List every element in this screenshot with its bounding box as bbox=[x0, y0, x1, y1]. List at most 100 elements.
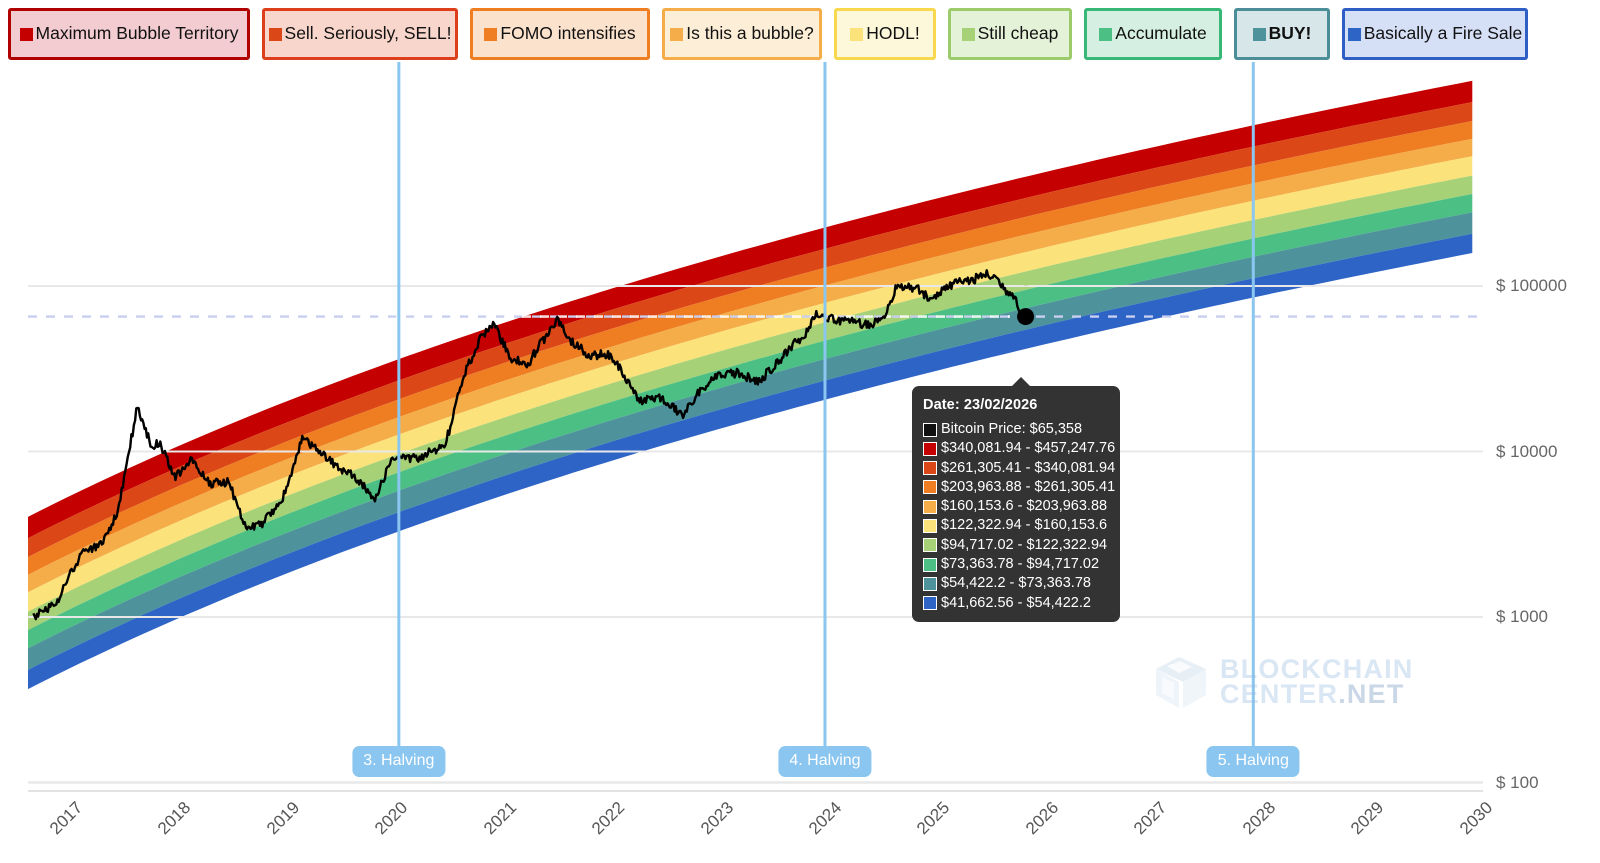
legend-swatch-icon bbox=[670, 27, 684, 41]
x-axis-label-2019: 2019 bbox=[262, 798, 304, 839]
x-axis-label-2028: 2028 bbox=[1238, 798, 1280, 839]
legend-item-7[interactable]: BUY! bbox=[1234, 8, 1330, 60]
x-axis-label-2018: 2018 bbox=[154, 798, 195, 839]
tooltip-row-label: $122,322.94 - $160,153.6 bbox=[941, 517, 1108, 534]
rainbow-band-8 bbox=[28, 233, 1473, 690]
legend-swatch-icon bbox=[1252, 27, 1266, 41]
legend-item-1[interactable]: Sell. Seriously, SELL! bbox=[262, 8, 458, 60]
tooltip-row-label: $73,363.78 - $94,717.02 bbox=[941, 555, 1100, 572]
legend-item-6[interactable]: Accumulate bbox=[1084, 8, 1222, 60]
rainbow-bands-svg bbox=[28, 62, 1483, 784]
hover-point-band-8 bbox=[1020, 333, 1032, 345]
legend-item-label: BUY! bbox=[1268, 23, 1312, 44]
legend-item-label: FOMO intensifies bbox=[500, 23, 636, 44]
tooltip-row: $122,322.94 - $160,153.6 bbox=[923, 516, 1110, 535]
tooltip-row: $160,153.6 - $203,963.88 bbox=[923, 497, 1110, 516]
rainbow-band-4 bbox=[28, 156, 1473, 612]
rainbow-band-2 bbox=[28, 121, 1473, 575]
legend-item-label: Accumulate bbox=[1115, 23, 1207, 44]
x-axis-label-2020: 2020 bbox=[371, 798, 412, 839]
x-axis-label-2024: 2024 bbox=[805, 798, 846, 839]
rainbow-band-1 bbox=[28, 102, 1473, 558]
tooltip-swatch-icon bbox=[923, 538, 937, 553]
x-axis-label-2030: 2030 bbox=[1455, 798, 1496, 839]
legend-swatch-icon bbox=[850, 27, 864, 41]
chart-plot-area[interactable] bbox=[0, 62, 1600, 792]
x-axis-label-2027: 2027 bbox=[1130, 798, 1171, 839]
x-axis-label-2021: 2021 bbox=[479, 798, 520, 839]
y-axis-label-3: $ 100 bbox=[1496, 772, 1539, 792]
rainbow-band-0 bbox=[28, 80, 1473, 539]
tooltip-row-label: $261,305.41 - $340,081.94 bbox=[941, 459, 1116, 476]
legend-item-label: HODL! bbox=[866, 23, 920, 44]
bitcoin-price-line bbox=[32, 269, 1027, 621]
tooltip-swatch-icon bbox=[923, 441, 937, 456]
tooltip-row-label: $54,422.2 - $73,363.78 bbox=[941, 575, 1091, 592]
y-axis-label-0: $ 100000 bbox=[1496, 276, 1567, 295]
tooltip-swatch-icon bbox=[923, 576, 937, 591]
tooltip-row: $261,305.41 - $340,081.94 bbox=[923, 459, 1115, 478]
rainbow-band-3 bbox=[28, 138, 1473, 593]
legend-item-4[interactable]: HODL! bbox=[834, 8, 936, 60]
y-axis-label-1: $ 10000 bbox=[1496, 441, 1558, 461]
x-axis-label-2023: 2023 bbox=[696, 798, 737, 839]
hover-point-band-3 bbox=[1020, 237, 1032, 249]
tooltip-swatch-icon bbox=[923, 519, 937, 534]
x-axis-label-2025: 2025 bbox=[913, 798, 954, 839]
rainbow-band-7 bbox=[28, 212, 1473, 670]
legend-item-label: Sell. Seriously, SELL! bbox=[284, 23, 452, 44]
legend-item-label: Maximum Bubble Territory bbox=[35, 23, 239, 44]
tooltip-date: Date: 23/02/2026 bbox=[923, 397, 1038, 413]
tooltip-row-label: Bitcoin Price: $65,358 bbox=[941, 421, 1083, 437]
hover-point-band-4 bbox=[1020, 255, 1032, 267]
legend-swatch-icon bbox=[961, 27, 975, 41]
legend-swatch-icon bbox=[19, 27, 33, 41]
legend-item-8[interactable]: Basically a Fire Sale bbox=[1342, 8, 1528, 60]
legend-swatch-icon bbox=[1347, 27, 1361, 41]
tooltip-swatch-icon bbox=[923, 422, 937, 437]
tooltip-row: $203,963.88 - $261,305.41 bbox=[923, 478, 1115, 497]
tooltip-row: $41,662.56 - $54,422.2 bbox=[923, 594, 1110, 613]
hover-point-price bbox=[1017, 308, 1035, 326]
tooltip-swatch-icon bbox=[923, 480, 937, 495]
legend-swatch-icon bbox=[484, 27, 498, 41]
legend-item-0[interactable]: Maximum Bubble Territory bbox=[8, 8, 250, 60]
legend-item-label: Still cheap bbox=[977, 23, 1059, 44]
tooltip-swatch-icon bbox=[923, 557, 937, 572]
legend-swatch-icon bbox=[268, 27, 282, 41]
tooltip-row: $340,081.94 - $457,247.76 bbox=[923, 439, 1115, 458]
legend-item-3[interactable]: Is this a bubble? bbox=[662, 8, 822, 60]
hover-point-band-6 bbox=[1020, 292, 1032, 304]
tooltip-row-label: $160,153.6 - $203,963.88 bbox=[941, 498, 1108, 515]
tooltip-row: Bitcoin Price: $65,358 bbox=[923, 420, 1110, 439]
tooltip-swatch-icon bbox=[923, 596, 937, 611]
tooltip-row-label: $340,081.94 - $457,247.76 bbox=[941, 440, 1116, 457]
x-axis-label-2022: 2022 bbox=[588, 798, 629, 839]
tooltip-row: $94,717.02 - $122,322.94 bbox=[923, 536, 1110, 555]
rainbow-band-6 bbox=[28, 194, 1473, 649]
tooltip-arrow bbox=[1012, 377, 1030, 386]
tooltip-row-label: $203,963.88 - $261,305.41 bbox=[941, 478, 1116, 495]
chart-legend: Maximum Bubble Territory Sell. Seriously,… bbox=[8, 8, 1592, 60]
tooltip-swatch-icon bbox=[923, 461, 937, 476]
x-axis-label-2026: 2026 bbox=[1021, 798, 1063, 839]
legend-item-5[interactable]: Still cheap bbox=[948, 8, 1072, 60]
hover-point-band-1 bbox=[1020, 201, 1032, 213]
tooltip-row-label: $94,717.02 - $122,322.94 bbox=[941, 536, 1108, 553]
tooltip-rows: Bitcoin Price: $65,358 $340,081.94 - $457… bbox=[923, 420, 1115, 613]
halving-badge-3[interactable]: 3. Halving bbox=[352, 746, 446, 777]
tooltip-swatch-icon bbox=[923, 499, 937, 514]
legend-swatch-icon bbox=[1099, 27, 1113, 41]
tooltip-row: $73,363.78 - $94,717.02 bbox=[923, 555, 1110, 574]
hover-point-band-2 bbox=[1020, 219, 1032, 231]
x-axis-label-2029: 2029 bbox=[1347, 798, 1388, 839]
tooltip-row: $54,422.2 - $73,363.78 bbox=[923, 574, 1110, 593]
legend-item-label: Is this a bubble? bbox=[686, 23, 814, 44]
y-axis-label-2: $ 1000 bbox=[1496, 607, 1548, 626]
hover-tooltip: Date: 23/02/2026 Bitcoin Price: $65,358 $… bbox=[912, 377, 1120, 622]
x-axis-label-2017: 2017 bbox=[46, 798, 87, 839]
legend-item-2[interactable]: FOMO intensifies bbox=[470, 8, 650, 60]
halving-badge-4[interactable]: 4. Halving bbox=[778, 746, 872, 777]
halving-badge-5[interactable]: 5. Halving bbox=[1206, 746, 1300, 777]
